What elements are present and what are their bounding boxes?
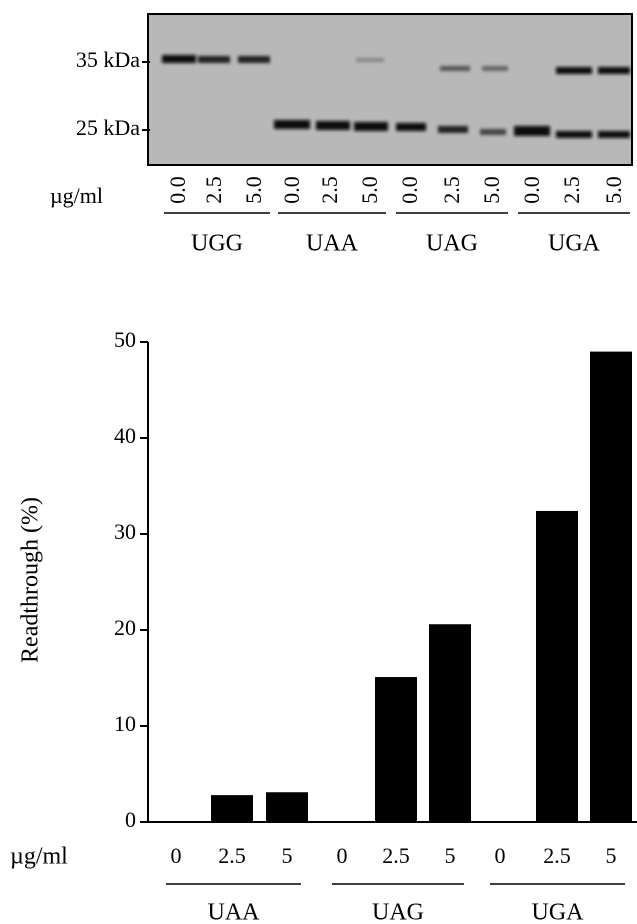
band — [396, 123, 426, 131]
marker-label: 35 kDa — [76, 47, 140, 72]
band — [480, 129, 506, 135]
lane-label: 5.0 — [241, 176, 266, 204]
y-tick-label: 30 — [114, 519, 136, 544]
x-tick-label: 2.5 — [543, 843, 571, 868]
y-tick-label: 50 — [114, 327, 136, 352]
gel-frame — [148, 14, 632, 165]
x-tick-label: 0 — [171, 843, 182, 868]
y-axis-title: Readthrough (%) — [18, 497, 44, 663]
band — [354, 122, 388, 131]
lane-label: 0.0 — [279, 176, 304, 204]
group-label: UGA — [548, 231, 601, 257]
band — [356, 58, 384, 62]
group-label: UAG — [426, 231, 478, 257]
group-label: UAA — [306, 231, 359, 257]
gel-image — [142, 14, 632, 165]
bar — [266, 792, 308, 822]
band — [438, 126, 468, 133]
band — [556, 67, 592, 74]
lane-label: 0.0 — [165, 176, 190, 204]
lane-label: 2.5 — [439, 176, 464, 204]
band — [198, 56, 230, 63]
lane-label: 2.5 — [317, 176, 342, 204]
bar — [429, 624, 471, 822]
x-tick-label: 0 — [495, 843, 506, 868]
x-unit-label: µg/ml — [10, 844, 68, 870]
figure: 35 kDa 25 kDa µg/ml 0.02.55.00.02.55.00.… — [0, 0, 637, 924]
band — [440, 66, 470, 71]
x-tick-label: 2.5 — [218, 843, 246, 868]
gel-lane-labels: 0.0 2.5 5.0 0.0 2.5 5.0 0.0 2.5 5.0 0.0 2.5 5.0 UGG U… — [164, 176, 630, 256]
y-tick-label: 10 — [114, 711, 136, 736]
band — [482, 66, 508, 71]
y-tick-label: 20 — [114, 615, 136, 640]
band — [556, 131, 592, 138]
band — [274, 120, 310, 129]
bar — [590, 352, 632, 822]
x-tick-label: 5 — [445, 843, 456, 868]
lane-label: 2.5 — [559, 176, 584, 204]
bar — [536, 511, 578, 822]
bar — [375, 677, 417, 822]
group-label: UAA — [208, 900, 261, 924]
y-tick-label: 0 — [125, 807, 136, 832]
gel-unit-label: µg/ml — [50, 183, 103, 208]
lane-label: 5.0 — [479, 176, 504, 204]
lane-label: 0.0 — [519, 176, 544, 204]
lane-label: 5.0 — [357, 176, 382, 204]
band — [598, 131, 630, 138]
band — [316, 121, 350, 130]
marker-label: 25 kDa — [76, 115, 140, 140]
band — [238, 56, 270, 63]
x-tick-label: 0 — [337, 843, 348, 868]
group-label: UGA — [532, 900, 585, 924]
lane-label: 0.0 — [397, 176, 422, 204]
bar — [211, 795, 253, 822]
x-tick-label: 2.5 — [382, 843, 410, 868]
x-tick-label: 5 — [282, 843, 293, 868]
band — [162, 55, 196, 63]
x-tick-label: 5 — [606, 843, 617, 868]
lane-label: 5.0 — [601, 176, 626, 204]
band — [598, 67, 630, 74]
group-label: UAG — [372, 900, 424, 924]
group-label: UGG — [191, 231, 243, 257]
lane-label: 2.5 — [201, 176, 226, 204]
band — [514, 126, 550, 136]
y-tick-label: 40 — [114, 423, 136, 448]
